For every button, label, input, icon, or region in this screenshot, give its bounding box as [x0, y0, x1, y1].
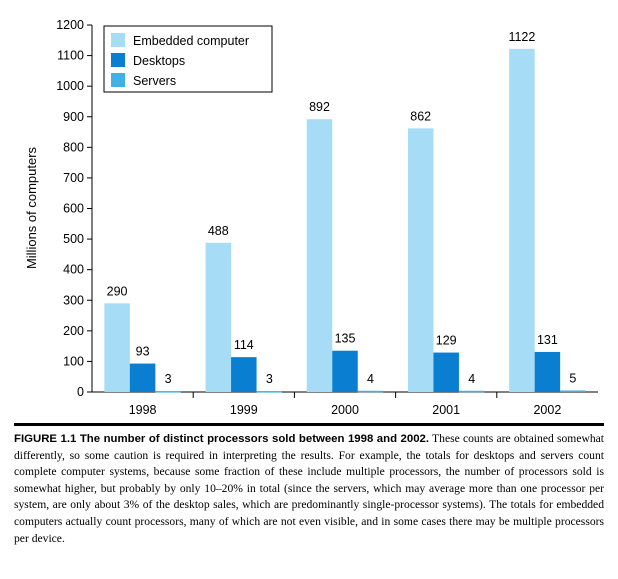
- bar: [332, 350, 358, 392]
- x-tick-label: 2000: [331, 403, 359, 417]
- plot-area: 0 100 200 300 400 500 600 700 800 900 1000 1100 1200…: [56, 18, 598, 417]
- y-tick-label: 500: [63, 232, 84, 246]
- caption-text: These counts are obtained somewhat diffe…: [14, 432, 604, 545]
- data-label: 93: [136, 345, 150, 359]
- legend-swatch: [111, 73, 125, 87]
- data-label: 135: [335, 332, 356, 346]
- data-label: 1122: [508, 30, 535, 44]
- y-axis-label: Millions of computers: [24, 146, 39, 269]
- y-tick-label: 0: [77, 385, 84, 399]
- legend: Embedded computer Desktops Servers: [103, 25, 273, 93]
- bar-chart: Millions of computers 0 100 200 300 400 500 60…: [24, 18, 598, 417]
- data-label: 290: [107, 284, 128, 298]
- data-label: 4: [367, 372, 374, 386]
- data-label: 114: [234, 338, 254, 352]
- y-tick-label: 200: [63, 324, 84, 338]
- legend-box: [103, 25, 273, 93]
- caption-lead: FIGURE 1.1 The number of distinct proces…: [14, 433, 430, 445]
- bar: [407, 128, 434, 392]
- x-tick-label: 1999: [230, 403, 258, 417]
- bar: [560, 390, 586, 392]
- bar: [231, 357, 257, 392]
- bar: [357, 390, 384, 393]
- x-tick-label: 1998: [129, 403, 157, 417]
- y-tick-label: 700: [63, 171, 84, 185]
- bar: [155, 391, 181, 393]
- bar: [205, 242, 232, 392]
- data-label: 5: [569, 371, 576, 385]
- data-label: 862: [410, 109, 431, 123]
- figure-caption: FIGURE 1.1 The number of distinct proces…: [14, 431, 604, 547]
- caption-rule: [14, 423, 604, 426]
- legend-swatch: [111, 53, 125, 67]
- bar: [104, 303, 130, 392]
- legend-entry: Desktops: [133, 54, 185, 68]
- y-tick-label: 100: [63, 354, 84, 368]
- data-label: 3: [165, 372, 172, 386]
- data-label: 129: [436, 334, 457, 348]
- y-tick-label: 1000: [56, 79, 84, 93]
- x-tick-label: 2002: [533, 403, 561, 417]
- legend-swatch: [111, 33, 125, 47]
- data-label: 131: [537, 333, 558, 347]
- legend-entry: Embedded computer: [133, 34, 249, 48]
- x-tick-label: 2001: [432, 403, 460, 417]
- bar: [509, 48, 535, 392]
- y-tick-label: 300: [63, 293, 84, 307]
- y-tick-label: 600: [63, 202, 84, 216]
- bar: [534, 351, 561, 392]
- y-tick-label: 1200: [56, 18, 84, 32]
- bar: [433, 352, 459, 392]
- data-label: 4: [468, 372, 475, 386]
- data-label: 3: [266, 372, 273, 386]
- y-tick-label: 1100: [57, 49, 84, 63]
- bar: [256, 391, 283, 393]
- bar: [306, 119, 333, 393]
- bar: [129, 363, 156, 392]
- y-tick-label: 400: [63, 263, 84, 277]
- bar: [458, 390, 485, 393]
- data-label: 488: [208, 224, 229, 238]
- y-tick-label: 800: [63, 140, 84, 154]
- y-tick-label: 900: [63, 110, 84, 124]
- legend-entry: Servers: [133, 74, 176, 88]
- data-label: 892: [309, 100, 330, 114]
